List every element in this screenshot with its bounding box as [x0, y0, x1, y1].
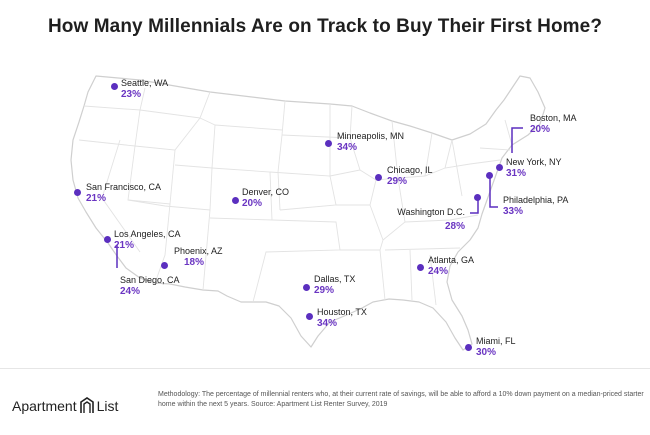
city-name: Los Angeles, CA: [114, 229, 181, 239]
logo-text-right: List: [96, 398, 119, 414]
city-percent: 31%: [506, 168, 527, 179]
state-border-line: [209, 167, 273, 221]
state-border-line: [101, 139, 141, 253]
city-dot-los-angeles: [104, 236, 111, 243]
city-name: Denver, CO: [242, 187, 290, 197]
state-border-line: [277, 100, 286, 211]
apartment-list-logo-icon: [79, 397, 94, 413]
state-border-line: [214, 124, 283, 131]
city-name: New York, NY: [506, 157, 562, 167]
city-name: Philadelphia, PA: [503, 195, 569, 205]
state-borders: [78, 87, 513, 306]
city-name: Chicago, IL: [387, 165, 433, 175]
city-name: Phoenix, AZ: [174, 246, 223, 256]
city-percent: 24%: [428, 266, 449, 277]
methodology-note: Methodology: The percentage of millennia…: [158, 391, 644, 408]
us-outline: [70, 75, 546, 351]
leader-line-boston: [511, 127, 523, 153]
state-border-line: [127, 167, 213, 211]
city-label-miami: Miami, FL 30%: [476, 335, 516, 359]
city-label-san-diego: San Diego, CA 24%: [120, 274, 180, 298]
city-dot-denver: [232, 197, 239, 204]
state-border-line: [375, 177, 406, 241]
city-percent: 23%: [121, 89, 142, 100]
city-name: San Diego, CA: [120, 275, 180, 285]
apartment-list-logo: Apartment List: [12, 397, 118, 415]
state-border-line: [429, 254, 437, 306]
leader-line-philadelphia: [489, 175, 498, 208]
state-border-line: [154, 203, 171, 284]
state-border-line: [202, 209, 211, 291]
city-label-denver: Denver, CO 20%: [242, 186, 289, 210]
city-name: San Francisco, CA: [86, 182, 162, 192]
state-border-line: [397, 163, 471, 179]
city-dot-new-york: [496, 164, 503, 171]
city-name: Seattle, WA: [121, 78, 169, 88]
city-percent: 34%: [317, 318, 338, 329]
city-dot-atlanta: [417, 264, 424, 271]
city-percent: 18%: [184, 257, 205, 268]
city-label-san-francisco: San Francisco, CA 21%: [86, 181, 161, 205]
city-name: Atlanta, GA: [428, 255, 475, 265]
footer-divider: [0, 368, 650, 369]
city-percent: 34%: [337, 142, 358, 153]
city-dot-miami: [465, 344, 472, 351]
city-label-chicago: Chicago, IL 29%: [387, 164, 433, 188]
city-percent: 24%: [120, 286, 141, 297]
city-dot-washington: [474, 194, 481, 201]
state-border-line: [504, 119, 513, 146]
city-label-los-angeles: Los Angeles, CA 21%: [114, 228, 181, 252]
city-label-phoenix: Phoenix, AZ 18%: [174, 245, 223, 269]
city-dot-chicago: [375, 174, 382, 181]
city-label-seattle: Seattle, WA 23%: [121, 77, 168, 101]
state-border-line: [444, 139, 463, 197]
state-border-line: [384, 247, 461, 251]
city-dot-dallas: [303, 284, 310, 291]
city-name: Miami, FL: [476, 336, 516, 346]
city-percent: 29%: [314, 285, 335, 296]
city-label-houston: Houston, TX 34%: [317, 306, 367, 330]
city-name: Dallas, TX: [314, 274, 356, 284]
city-dot-seattle: [111, 83, 118, 90]
logo-text-left: Apartment: [12, 398, 77, 414]
state-border-line: [409, 249, 413, 301]
leader-lines: [116, 127, 523, 268]
contiguous-us-shape: [70, 75, 546, 351]
city-dot-minneapolis: [325, 140, 332, 147]
city-name: Houston, TX: [317, 307, 367, 317]
city-dot-houston: [306, 313, 313, 320]
state-border-line: [269, 171, 337, 211]
city-percent: 29%: [387, 176, 408, 187]
leader-line-washington: [470, 197, 479, 214]
city-dot-phoenix: [161, 262, 168, 269]
city-label-boston: Boston, MA 20%: [530, 112, 577, 136]
city-name: Minneapolis, MN: [337, 131, 405, 141]
city-percent: 28%: [444, 221, 465, 232]
city-label-philadelphia: Philadelphia, PA 33%: [503, 194, 568, 218]
city-percent: 21%: [86, 193, 107, 204]
state-border-line: [391, 120, 399, 179]
state-border-line: [479, 147, 511, 151]
city-percent: 20%: [530, 124, 551, 135]
city-percent: 30%: [476, 347, 497, 358]
city-label-washington: Washington D.C. 28%: [389, 206, 465, 233]
city-label-dallas: Dallas, TX 29%: [314, 273, 355, 297]
city-dot-san-francisco: [74, 189, 81, 196]
page-title: How Many Millennials Are on Track to Buy…: [47, 16, 603, 37]
state-border-line: [404, 214, 479, 223]
city-label-atlanta: Atlanta, GA 24%: [428, 254, 474, 278]
city-name: Washington D.C.: [397, 207, 465, 217]
city-dot-philadelphia: [486, 172, 493, 179]
city-name: Boston, MA: [530, 113, 577, 123]
city-percent: 20%: [242, 198, 263, 209]
city-percent: 21%: [114, 240, 135, 251]
city-label-minneapolis: Minneapolis, MN 34%: [337, 130, 404, 154]
state-border-line: [336, 169, 377, 206]
city-label-new-york: New York, NY 31%: [506, 156, 562, 180]
state-border-line: [469, 159, 501, 165]
state-border-line: [424, 132, 433, 177]
city-percent: 33%: [503, 206, 524, 217]
